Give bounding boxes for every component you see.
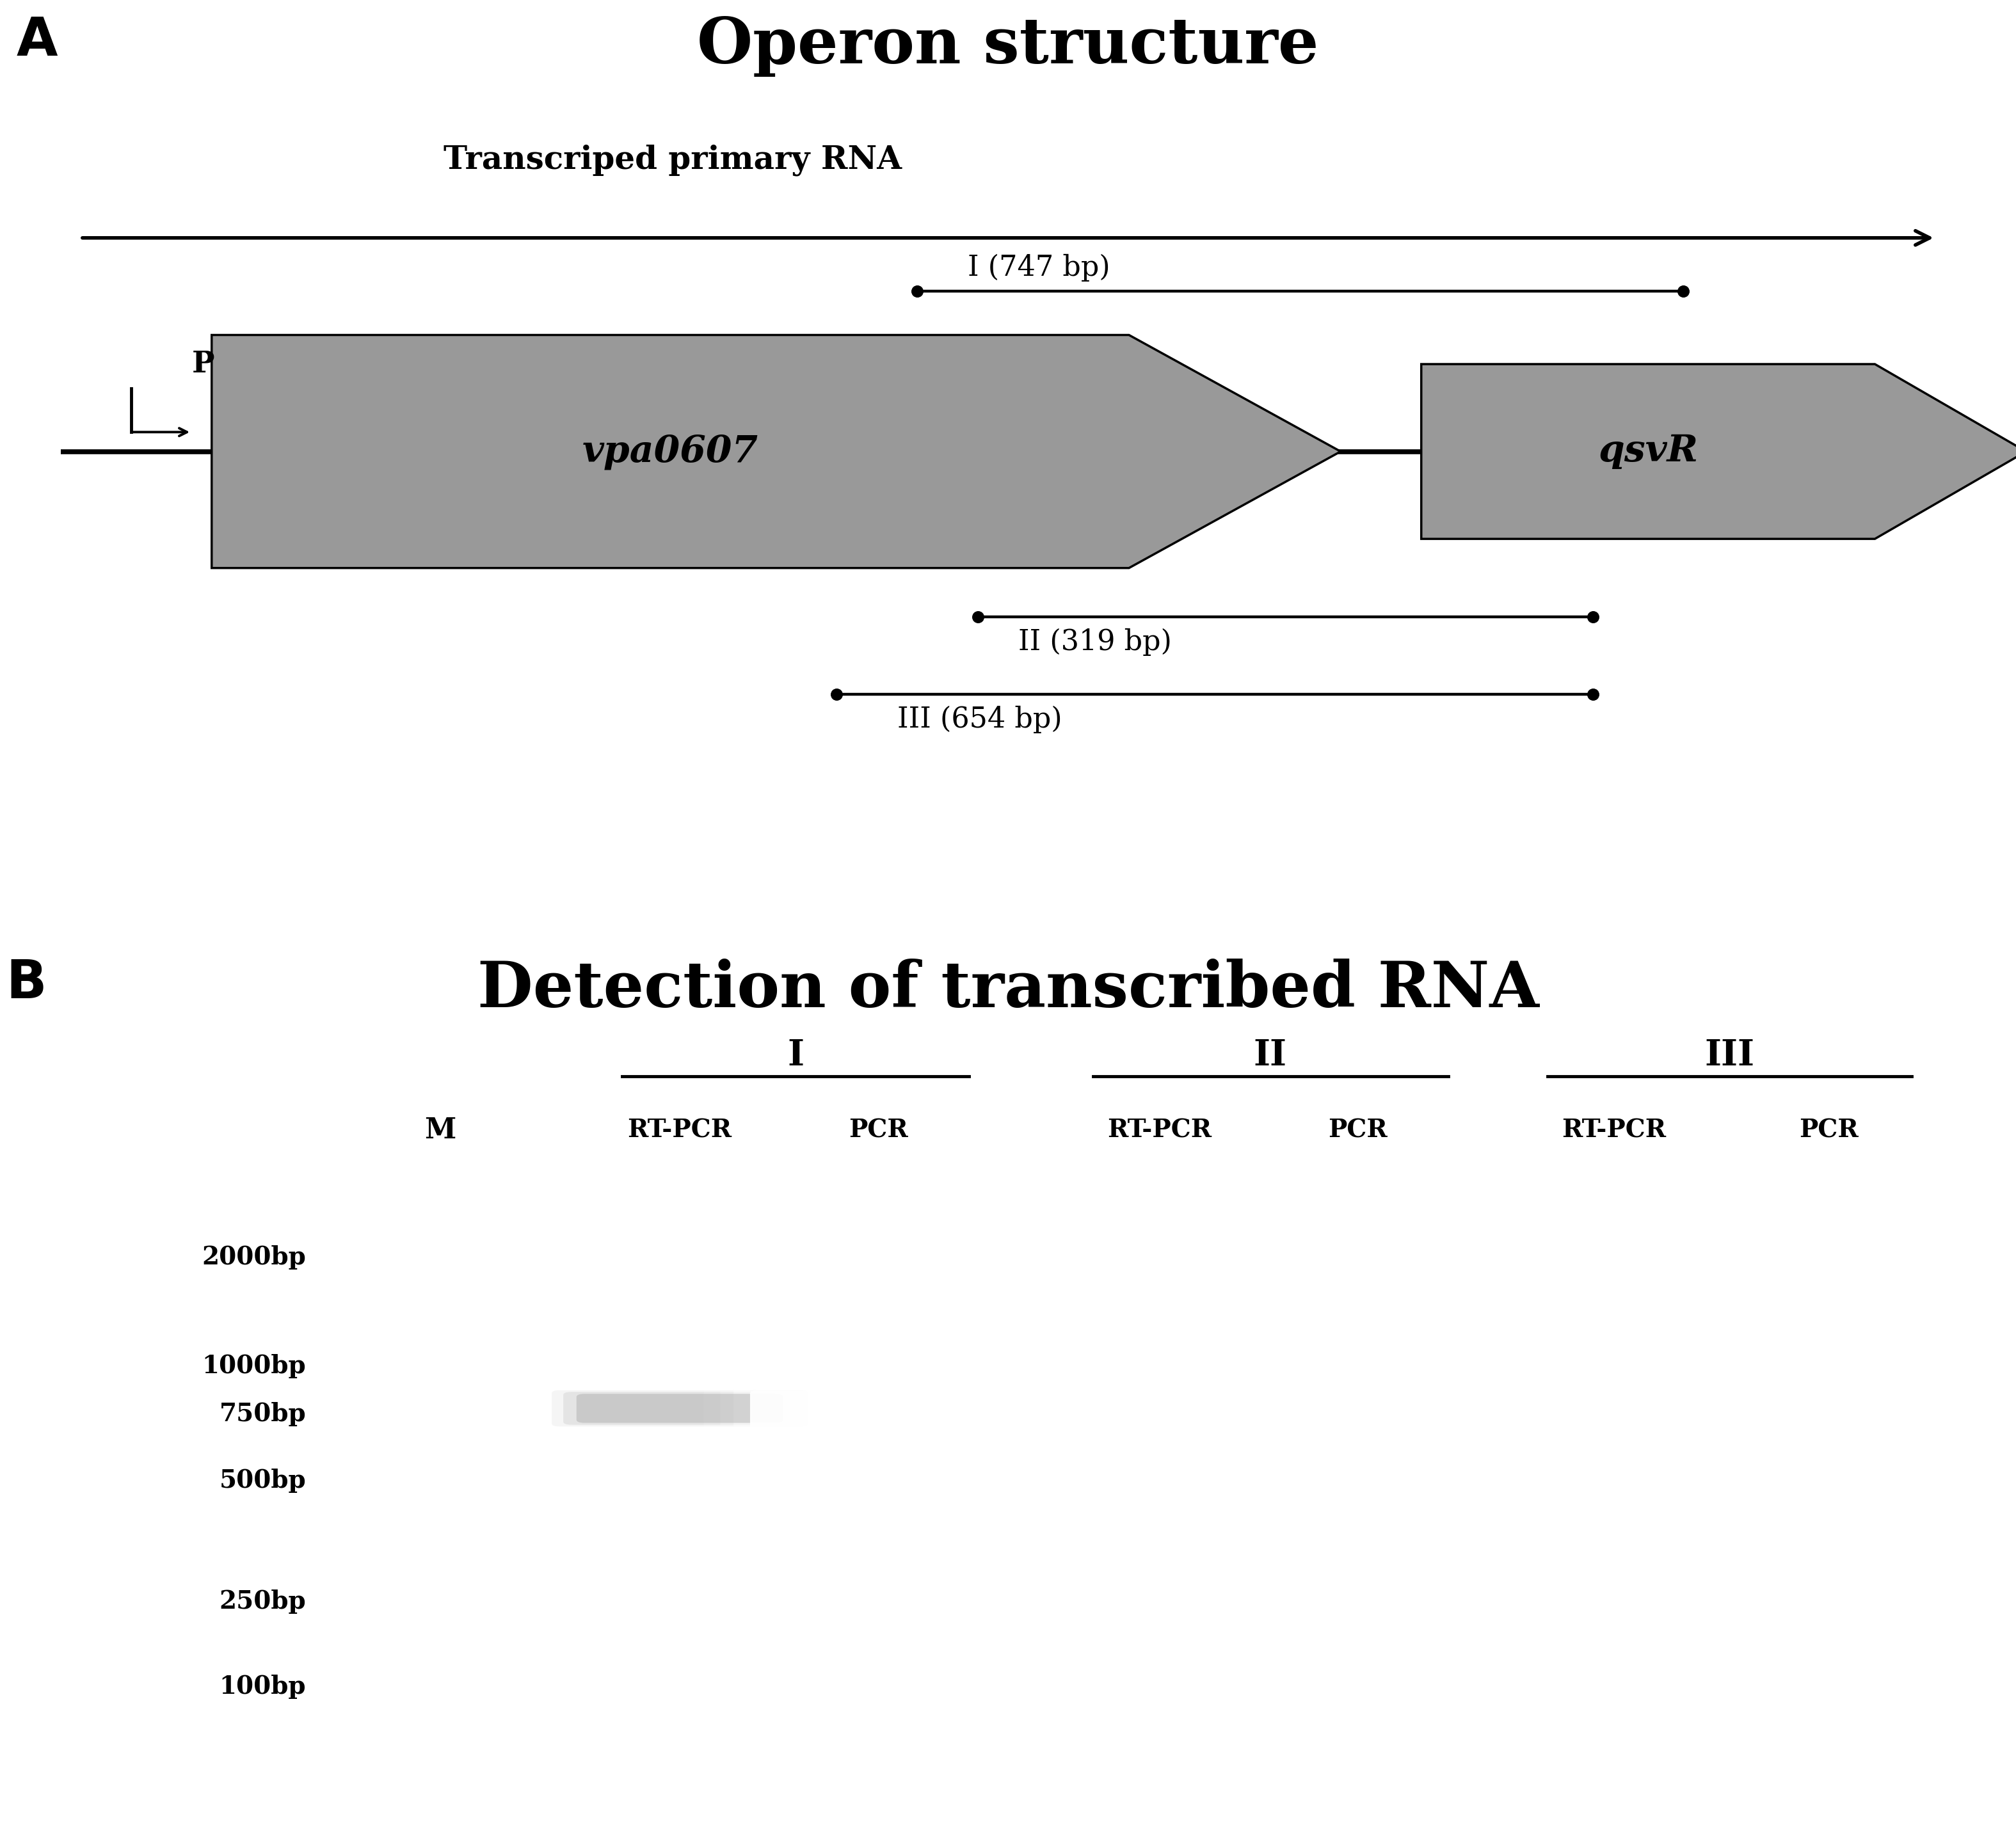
FancyBboxPatch shape [329,1242,552,1273]
Text: II (319 bp): II (319 bp) [1018,628,1171,656]
Text: 750bp: 750bp [220,1401,306,1427]
FancyBboxPatch shape [341,1244,540,1271]
Point [821,680,853,709]
Text: PCR: PCR [849,1118,907,1143]
FancyBboxPatch shape [357,1676,522,1696]
Text: I (747 bp): I (747 bp) [968,255,1111,282]
Text: 500bp: 500bp [220,1469,306,1493]
Text: 250bp: 250bp [220,1590,306,1614]
FancyBboxPatch shape [357,1356,522,1376]
Polygon shape [1421,365,2016,539]
Point [1667,277,1699,306]
FancyBboxPatch shape [1195,1568,1520,1623]
FancyBboxPatch shape [1702,1445,1958,1488]
FancyBboxPatch shape [341,1464,540,1491]
Text: RT-PCR: RT-PCR [627,1118,732,1143]
Text: Operon structure: Operon structure [698,15,1318,77]
FancyBboxPatch shape [310,1460,569,1497]
FancyBboxPatch shape [329,1462,552,1493]
FancyBboxPatch shape [577,1394,782,1423]
Text: B: B [6,956,46,1009]
Polygon shape [212,335,1341,568]
Point [901,277,933,306]
FancyBboxPatch shape [734,1387,1022,1436]
Text: III (654 bp): III (654 bp) [897,705,1062,733]
FancyBboxPatch shape [1683,1442,1974,1491]
Point [962,603,994,632]
FancyBboxPatch shape [1212,1570,1504,1621]
Text: Detection of transcribed RNA: Detection of transcribed RNA [478,958,1538,1020]
FancyBboxPatch shape [329,1671,552,1702]
FancyBboxPatch shape [329,1392,552,1425]
FancyBboxPatch shape [1655,1436,2004,1495]
FancyBboxPatch shape [329,1350,552,1381]
FancyBboxPatch shape [1439,1436,1788,1495]
FancyBboxPatch shape [998,1568,1320,1623]
FancyBboxPatch shape [357,1467,522,1488]
FancyBboxPatch shape [1014,1570,1304,1621]
FancyBboxPatch shape [750,1390,1006,1433]
FancyBboxPatch shape [357,1592,522,1612]
Point [1577,603,1609,632]
FancyBboxPatch shape [341,1673,540,1700]
FancyBboxPatch shape [1026,1572,1292,1619]
FancyBboxPatch shape [1044,1576,1274,1616]
FancyBboxPatch shape [329,1587,552,1618]
Text: II: II [1254,1039,1286,1074]
FancyBboxPatch shape [341,1352,540,1379]
Text: 2000bp: 2000bp [202,1246,306,1270]
FancyBboxPatch shape [552,1390,808,1427]
Text: III: III [1706,1039,1754,1074]
FancyBboxPatch shape [1226,1572,1490,1619]
FancyBboxPatch shape [1242,1576,1474,1616]
Text: 100bp: 100bp [220,1674,306,1698]
FancyBboxPatch shape [310,1669,569,1704]
Text: RT-PCR: RT-PCR [1562,1118,1665,1143]
FancyBboxPatch shape [357,1246,522,1268]
FancyBboxPatch shape [310,1238,569,1275]
Text: PCR: PCR [1798,1118,1859,1143]
Text: PCR: PCR [1329,1118,1387,1143]
FancyBboxPatch shape [341,1394,540,1423]
FancyBboxPatch shape [310,1348,569,1383]
Point [1577,680,1609,709]
FancyBboxPatch shape [310,1585,569,1619]
Text: A: A [16,15,56,66]
FancyBboxPatch shape [720,1385,1036,1438]
FancyBboxPatch shape [1486,1445,1742,1488]
FancyBboxPatch shape [1456,1440,1772,1493]
Text: qsvR: qsvR [1599,434,1697,469]
FancyBboxPatch shape [341,1588,540,1616]
Text: RT-PCR: RT-PCR [1107,1118,1212,1143]
Text: vpa0607: vpa0607 [583,434,758,469]
FancyBboxPatch shape [1470,1442,1758,1491]
Text: Transcriped primary RNA: Transcriped primary RNA [444,145,901,176]
FancyBboxPatch shape [310,1389,569,1427]
Text: M: M [423,1116,456,1145]
FancyBboxPatch shape [1671,1440,1986,1493]
Text: I: I [786,1039,804,1074]
FancyBboxPatch shape [357,1396,522,1420]
Text: P: P [192,350,214,379]
Text: 1000bp: 1000bp [202,1354,306,1378]
FancyBboxPatch shape [562,1392,796,1425]
FancyBboxPatch shape [704,1383,1052,1440]
